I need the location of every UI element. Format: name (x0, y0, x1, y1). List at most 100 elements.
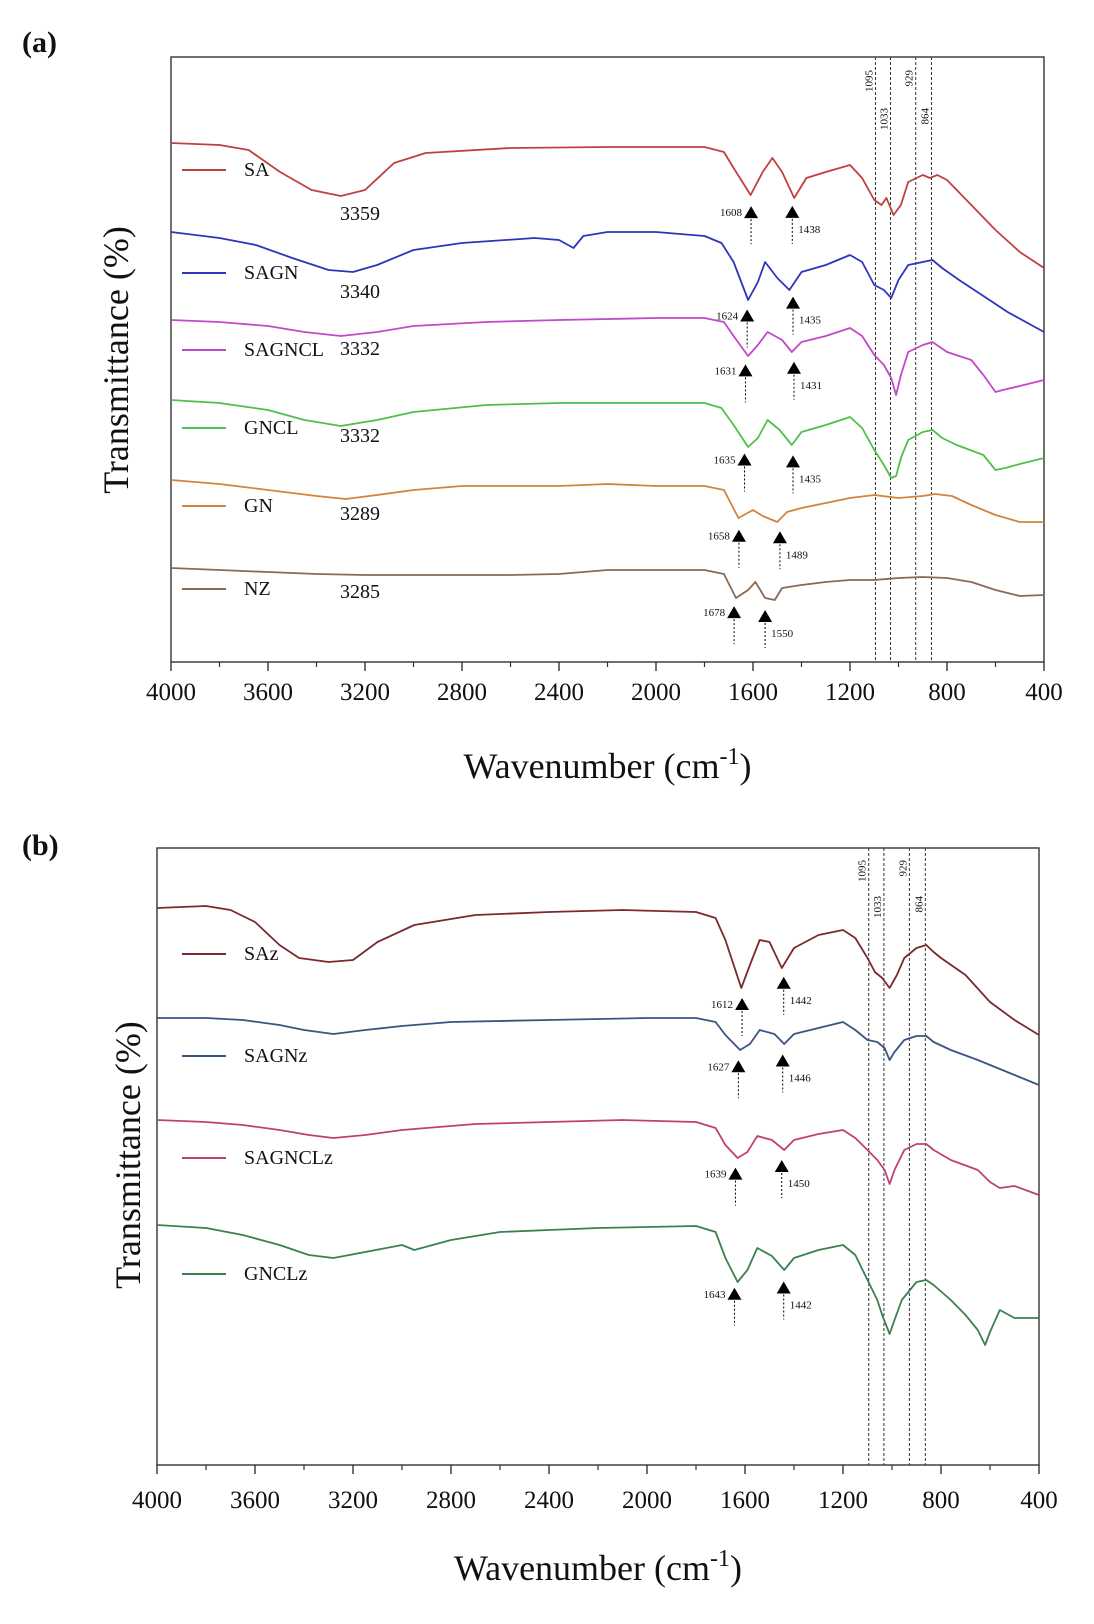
legend-label-NZ: NZ (244, 578, 271, 600)
peak-label-1624: 1624 (716, 310, 739, 322)
legend-label-SAGNCL: SAGNCL (244, 339, 324, 361)
peak-label-1438: 1438 (798, 224, 821, 236)
peak-label-1431: 1431 (800, 380, 822, 392)
peak-label-1442: 1442 (790, 1299, 812, 1311)
x-tick-label: 4000 (146, 679, 196, 706)
peak-arrow-1442 (776, 976, 791, 989)
reference-line-label: 1095 (863, 70, 875, 93)
peak-arrow-1431 (786, 361, 801, 374)
oh-band-label-GNCL: 3332 (340, 425, 380, 447)
peak-label-1643: 1643 (703, 1289, 726, 1301)
x-tick-label: 3200 (328, 1487, 378, 1514)
reference-line-label: 1033 (872, 896, 884, 919)
peak-arrow-1450 (774, 1160, 789, 1172)
panel-label: (a) (22, 26, 57, 59)
peak-arrow-1550 (758, 610, 773, 622)
series-line-SAGNCLz (157, 1119, 1039, 1196)
reference-line-label: 864 (919, 108, 931, 125)
peak-label-1631: 1631 (714, 365, 736, 377)
legend-label-SA: SA (244, 159, 270, 181)
peak-label-1658: 1658 (708, 531, 731, 543)
reference-line-label: 929 (897, 860, 909, 877)
legend-label-GNCL: GNCL (244, 417, 298, 439)
x-tick-label: 3600 (243, 679, 293, 706)
peak-label-1678: 1678 (703, 607, 726, 619)
series-line-SAGNz (157, 1017, 1039, 1086)
peak-arrow-1631 (738, 364, 753, 377)
panel-b: (b) Transmittance (%) Wavenumber (cm-1) 400… (22, 829, 1058, 1588)
peak-arrow-1627 (731, 1060, 746, 1073)
series-line-GNCL (171, 399, 1044, 479)
legend-label-SAz: SAz (244, 943, 279, 965)
peak-label-1435: 1435 (799, 473, 822, 485)
peak-label-1612: 1612 (711, 999, 733, 1011)
peak-arrow-1678 (727, 606, 742, 619)
reference-line-label: 1095 (857, 860, 869, 883)
x-tick-label: 2800 (426, 1487, 476, 1514)
oh-band-label-NZ: 3285 (340, 581, 380, 603)
series-line-GNCLz (157, 1224, 1039, 1346)
peak-arrow-1442 (776, 1281, 791, 1294)
legend-label-SAGNz: SAGNz (244, 1045, 307, 1067)
series-line-NZ (171, 567, 1044, 601)
series-line-SA (171, 142, 1044, 269)
reference-line-label: 929 (904, 70, 916, 87)
peak-label-1450: 1450 (788, 1178, 811, 1190)
legend-label-GN: GN (244, 495, 273, 517)
series-line-SAGN (171, 231, 1044, 333)
reference-line-label: 864 (913, 896, 925, 913)
x-tick-label: 2000 (622, 1487, 672, 1514)
peak-label-1435: 1435 (799, 315, 822, 327)
reference-line-label: 1033 (878, 108, 890, 131)
peak-label-1446: 1446 (789, 1073, 812, 1085)
y-axis-title: Transmittance (%) (108, 1021, 148, 1289)
panel-label: (b) (22, 829, 59, 862)
x-tick-label: 3200 (340, 679, 390, 706)
x-tick-label: 1600 (720, 1487, 770, 1514)
y-axis-title: Transmittance (%) (96, 226, 136, 494)
x-tick-label: 1200 (818, 1487, 868, 1514)
oh-band-label-GN: 3289 (340, 503, 380, 525)
panel-a: (a) Transmittance (%) Wavenumber (cm-1) 400… (22, 26, 1063, 786)
peak-arrow-1635 (737, 453, 752, 466)
peak-arrow-1435 (786, 455, 801, 468)
x-tick-label: 400 (1025, 679, 1063, 706)
x-axis-title: Wavenumber (cm-1) (464, 744, 752, 786)
peak-arrow-1658 (731, 529, 746, 542)
x-tick-label: 1200 (825, 679, 875, 706)
series-line-GN (171, 479, 1044, 523)
peak-arrow-1489 (772, 531, 787, 544)
oh-band-label-SA: 3359 (340, 203, 380, 225)
peak-arrow-1435 (786, 296, 801, 309)
peak-arrow-1438 (785, 205, 800, 218)
oh-band-label-SAGNCL: 3332 (340, 338, 380, 360)
peak-arrow-1608 (744, 206, 759, 219)
x-tick-label: 2000 (631, 679, 681, 706)
peak-label-1608: 1608 (720, 207, 743, 219)
x-tick-label: 1600 (728, 679, 778, 706)
peak-label-1639: 1639 (704, 1169, 727, 1181)
peak-label-1442: 1442 (790, 995, 812, 1007)
x-tick-label: 3600 (230, 1487, 280, 1514)
peak-label-1635: 1635 (714, 455, 737, 467)
legend-label-GNCLz: GNCLz (244, 1263, 307, 1285)
x-tick-label: 4000 (132, 1487, 182, 1514)
series-line-SAGNCL (171, 317, 1044, 396)
peak-label-1550: 1550 (771, 628, 794, 640)
series-line-SAz (157, 905, 1039, 1036)
legend-label-SAGNCLz: SAGNCLz (244, 1147, 333, 1169)
legend-label-SAGN: SAGN (244, 262, 298, 284)
peak-arrow-1639 (728, 1167, 743, 1180)
x-axis-title: Wavenumber (cm-1) (454, 1546, 742, 1588)
peak-arrow-1624 (740, 309, 755, 322)
x-tick-label: 800 (922, 1487, 960, 1514)
peak-arrow-1446 (775, 1054, 790, 1067)
x-tick-label: 800 (928, 679, 966, 706)
peak-label-1627: 1627 (707, 1061, 730, 1073)
oh-band-label-SAGN: 3340 (340, 281, 380, 303)
peak-label-1489: 1489 (786, 549, 809, 561)
x-tick-label: 400 (1020, 1487, 1058, 1514)
x-tick-label: 2800 (437, 679, 487, 706)
